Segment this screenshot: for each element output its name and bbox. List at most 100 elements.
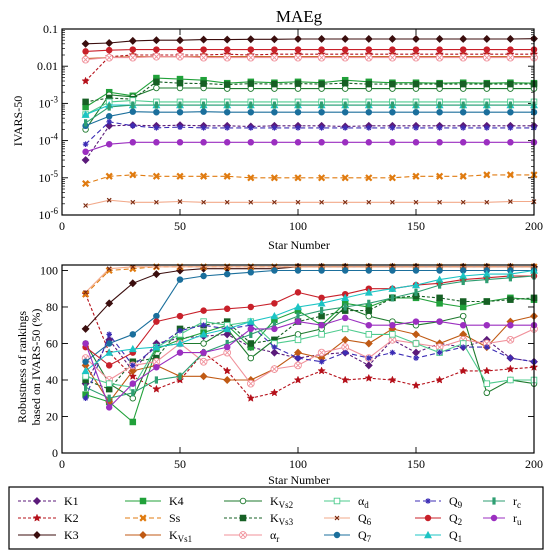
top-y-tick-label: 0.1 (43, 22, 58, 36)
top-point-q9 (436, 125, 443, 131)
top-point-kvs3 (82, 98, 89, 106)
top-point-kvs3 (294, 80, 302, 87)
bottom-point-kvs2 (294, 331, 302, 338)
legend-item-kvs1: KVs1 (125, 528, 192, 544)
top-point-ss (318, 174, 326, 182)
top-point-q7 (459, 108, 467, 116)
top-point-q6 (224, 199, 230, 205)
top-point-q2 (318, 46, 325, 53)
bottom-point-q2 (176, 312, 184, 320)
bottom-point-k3 (128, 279, 137, 288)
top-point-k3 (176, 36, 184, 45)
bottom-point-kvs1 (412, 330, 420, 339)
bottom-point-q9 (484, 344, 490, 350)
legend-marker (333, 531, 341, 539)
top-point-q6 (413, 199, 419, 205)
bottom-point-rc (107, 394, 111, 402)
legend-label: αd (358, 494, 369, 510)
top-point-q7 (294, 108, 302, 116)
bottom-series-line-kvs1 (85, 315, 535, 403)
top-point-kvs3 (200, 80, 207, 87)
top-point-q9 (130, 122, 136, 129)
top-point-k3 (317, 34, 326, 43)
top-point-q6 (83, 203, 89, 208)
bottom-point-q9 (200, 322, 207, 329)
top-y-axis-label: IVARS-50 (11, 96, 25, 146)
bottom-point-kvs2 (459, 312, 467, 320)
bottom-point-ad (341, 325, 349, 333)
top-point-ru (412, 139, 420, 146)
top-point-k1 (81, 156, 90, 165)
legend-item-k4: K4 (125, 494, 184, 508)
bottom-point-ru (436, 318, 443, 325)
top-x-axis-label: Star Number (268, 238, 330, 252)
bottom-point-ru (223, 343, 231, 351)
top-point-ru (365, 139, 373, 146)
bottom-series-line-q1 (85, 269, 535, 372)
bottom-point-ar (294, 361, 302, 370)
bottom-point-k1 (223, 330, 232, 339)
top-point-kvs3 (223, 81, 231, 88)
top-point-ar (81, 55, 90, 64)
top-point-ss (247, 174, 255, 182)
top-point-ss (506, 171, 514, 179)
top-point-rc (202, 101, 206, 109)
top-point-ss (105, 172, 113, 180)
top-point-q6 (271, 199, 277, 205)
bottom-point-ru (153, 363, 160, 371)
top-point-q9 (366, 125, 372, 131)
bottom-point-ru (82, 340, 89, 347)
top-point-ru (507, 139, 514, 146)
top-point-ru (294, 139, 302, 146)
top-point-rc (343, 101, 347, 109)
top-point-q2 (129, 46, 137, 53)
bottom-point-k2 (388, 375, 397, 384)
top-series-line-kvs2 (85, 87, 534, 130)
top-point-q7 (389, 108, 396, 116)
bottom-point-q9 (413, 355, 419, 361)
top-point-rc (390, 101, 395, 109)
top-point-kvs3 (247, 80, 255, 87)
bottom-y-tick-label: 100 (40, 263, 58, 277)
top-point-kvs2 (341, 85, 349, 92)
bottom-point-ru (507, 321, 514, 329)
bottom-point-q6 (83, 289, 89, 295)
top-series-line-k2 (85, 53, 534, 82)
top-point-q2 (200, 46, 207, 53)
bottom-point-q7 (436, 267, 443, 274)
bottom-series-line-q2 (85, 275, 534, 367)
top-point-ar (270, 53, 279, 62)
bottom-x-tick-label: 200 (525, 457, 543, 471)
bottom-point-k3 (81, 324, 90, 333)
bottom-point-ad (507, 376, 514, 384)
top-series-ru (82, 139, 538, 156)
bottom-series-q1 (81, 266, 538, 375)
top-point-ru (153, 139, 160, 146)
bottom-point-ru (318, 321, 325, 329)
top-point-ar (459, 53, 468, 62)
top-point-rc (131, 101, 135, 109)
bottom-point-rc (84, 383, 88, 391)
bottom-point-q1 (412, 280, 420, 289)
bottom-point-q7 (129, 331, 137, 338)
legend-marker (239, 497, 247, 505)
top-point-q9 (295, 125, 301, 131)
bottom-point-ar (506, 335, 515, 344)
top-point-k3 (270, 35, 279, 44)
top-point-ar (294, 53, 302, 62)
top-series-line-rc (85, 104, 534, 124)
bottom-point-k2 (293, 375, 303, 384)
bottom-point-rc (319, 307, 324, 315)
top-point-q2 (436, 46, 443, 53)
top-point-ss (341, 174, 349, 182)
bottom-point-ru (341, 314, 349, 322)
legend-marker (424, 514, 432, 522)
top-point-q7 (271, 108, 278, 116)
bottom-point-q9 (318, 358, 325, 365)
bottom-series-ru (82, 314, 538, 411)
top-point-q6 (153, 199, 159, 205)
top-point-ss (388, 174, 396, 182)
top-point-q9 (507, 125, 514, 131)
top-point-ar (482, 53, 491, 62)
